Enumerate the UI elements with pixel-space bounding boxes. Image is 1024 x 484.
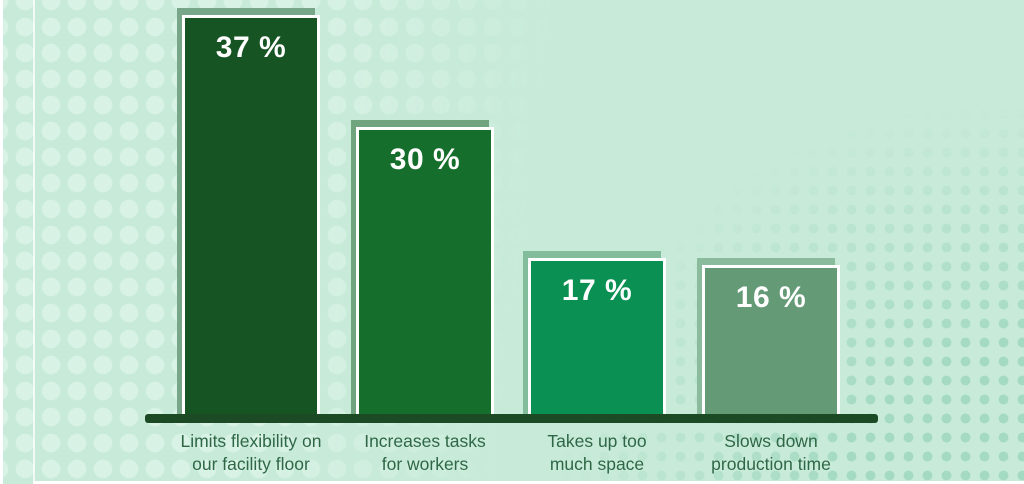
- category-label-line: Takes up too: [547, 431, 647, 451]
- category-label-line: for workers: [381, 454, 469, 474]
- bar-value-label: 16 %: [735, 281, 807, 314]
- category-label-line: Increases tasks: [364, 431, 486, 451]
- bar-value-label: 17 %: [561, 274, 633, 307]
- bar-value-label: 37 %: [215, 31, 287, 64]
- category-label-3: Takes up too much space: [497, 430, 697, 476]
- category-label-line: much space: [549, 454, 645, 474]
- bar-group-3: 17 %: [523, 251, 666, 414]
- category-label-line: Limits flexibility on: [180, 431, 322, 451]
- category-label-1: Limits flexibility on our facility floor: [151, 430, 351, 476]
- category-label-line: production time: [711, 454, 831, 474]
- category-label-2: Increases tasks for workers: [325, 430, 525, 476]
- bar-group-2: 30 %: [351, 120, 494, 414]
- category-label-line: our facility floor: [192, 454, 310, 474]
- bar: 17 %: [528, 258, 666, 414]
- bar: 16 %: [702, 265, 840, 414]
- bar-value-label: 30 %: [389, 143, 461, 176]
- image-edge-line: [33, 0, 35, 484]
- image-bottom-edge-line: [33, 481, 1024, 484]
- x-axis-line: [145, 414, 878, 423]
- bar: 30 %: [356, 127, 494, 414]
- bar-group-4: 16 %: [697, 258, 840, 414]
- category-label-4: Slows down production time: [671, 430, 871, 476]
- bar-group-1: 37 %: [177, 8, 320, 414]
- category-label-line: Slows down: [724, 431, 818, 451]
- page-edge-line-left: [0, 0, 3, 484]
- bar: 37 %: [182, 15, 320, 414]
